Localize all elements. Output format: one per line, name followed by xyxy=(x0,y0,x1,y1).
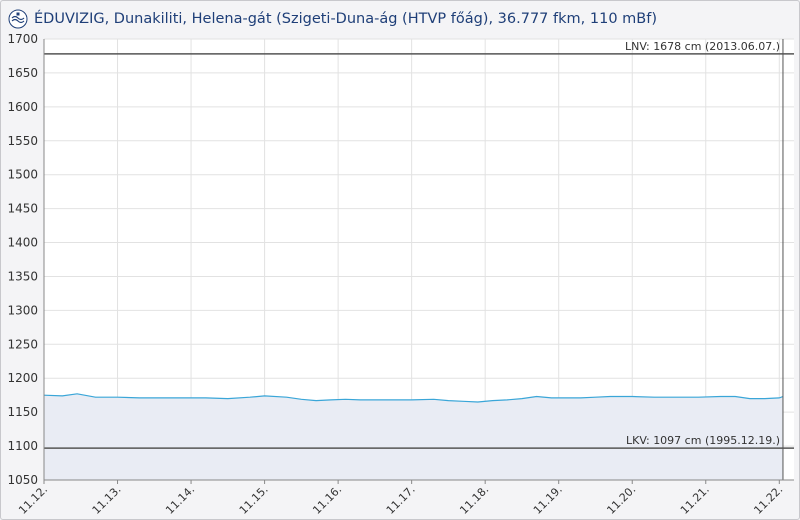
chart-header: ÉDUVIZIG, Dunakiliti, Helena-gát (Sziget… xyxy=(8,6,657,32)
series-area xyxy=(44,393,783,480)
x-tick-label: 11.17. xyxy=(384,483,418,517)
y-tick-label: 1050 xyxy=(7,473,38,487)
reference-label-lkv: LKV: 1097 cm (1995.12.19.) xyxy=(626,434,780,447)
y-tick-label: 1400 xyxy=(7,236,38,250)
x-tick-label: 11.20. xyxy=(604,483,638,517)
x-tick-label: 11.19. xyxy=(531,483,565,517)
x-tick-label: 11.13. xyxy=(90,483,124,517)
reference-label-lnv: LNV: 1678 cm (2013.06.07.) xyxy=(625,40,780,53)
x-tick-label: 11.16. xyxy=(310,483,344,517)
y-tick-label: 1700 xyxy=(7,32,38,46)
x-tick-label: 11.22. xyxy=(751,483,785,517)
reference-lines: LNV: 1678 cm (2013.06.07.) LKV: 1097 cm (… xyxy=(44,40,794,449)
y-tick-label: 1250 xyxy=(7,337,38,351)
y-tick-label: 1350 xyxy=(7,269,38,283)
y-tick-label: 1650 xyxy=(7,66,38,80)
y-tick-label: 1600 xyxy=(7,100,38,114)
y-tick-label: 1300 xyxy=(7,303,38,317)
x-axis-ticks: 11.12. 11.13. 11.14. 11.15. 11.16. 11.17. 11.1… xyxy=(16,480,785,517)
y-tick-label: 1200 xyxy=(7,371,38,385)
y-tick-label: 1500 xyxy=(7,168,38,182)
y-tick-label: 1100 xyxy=(7,439,38,453)
x-tick-label: 11.12. xyxy=(16,483,50,517)
x-tick-label: 11.15. xyxy=(237,483,271,517)
x-tick-label: 11.14. xyxy=(163,483,197,517)
y-tick-label: 1450 xyxy=(7,202,38,216)
y-tick-label: 1150 xyxy=(7,405,38,419)
y-tick-label: 1550 xyxy=(7,134,38,148)
y-axis-ticks: 1050 1100 1150 1200 1250 1300 1350 1400 1450 1500… xyxy=(7,32,38,487)
eduvizig-logo-icon xyxy=(8,9,28,29)
x-tick-label: 11.21. xyxy=(678,483,712,517)
chart-title: ÉDUVIZIG, Dunakiliti, Helena-gát (Sziget… xyxy=(34,11,657,27)
series-line xyxy=(43,393,784,403)
x-tick-label: 11.18. xyxy=(457,483,491,517)
